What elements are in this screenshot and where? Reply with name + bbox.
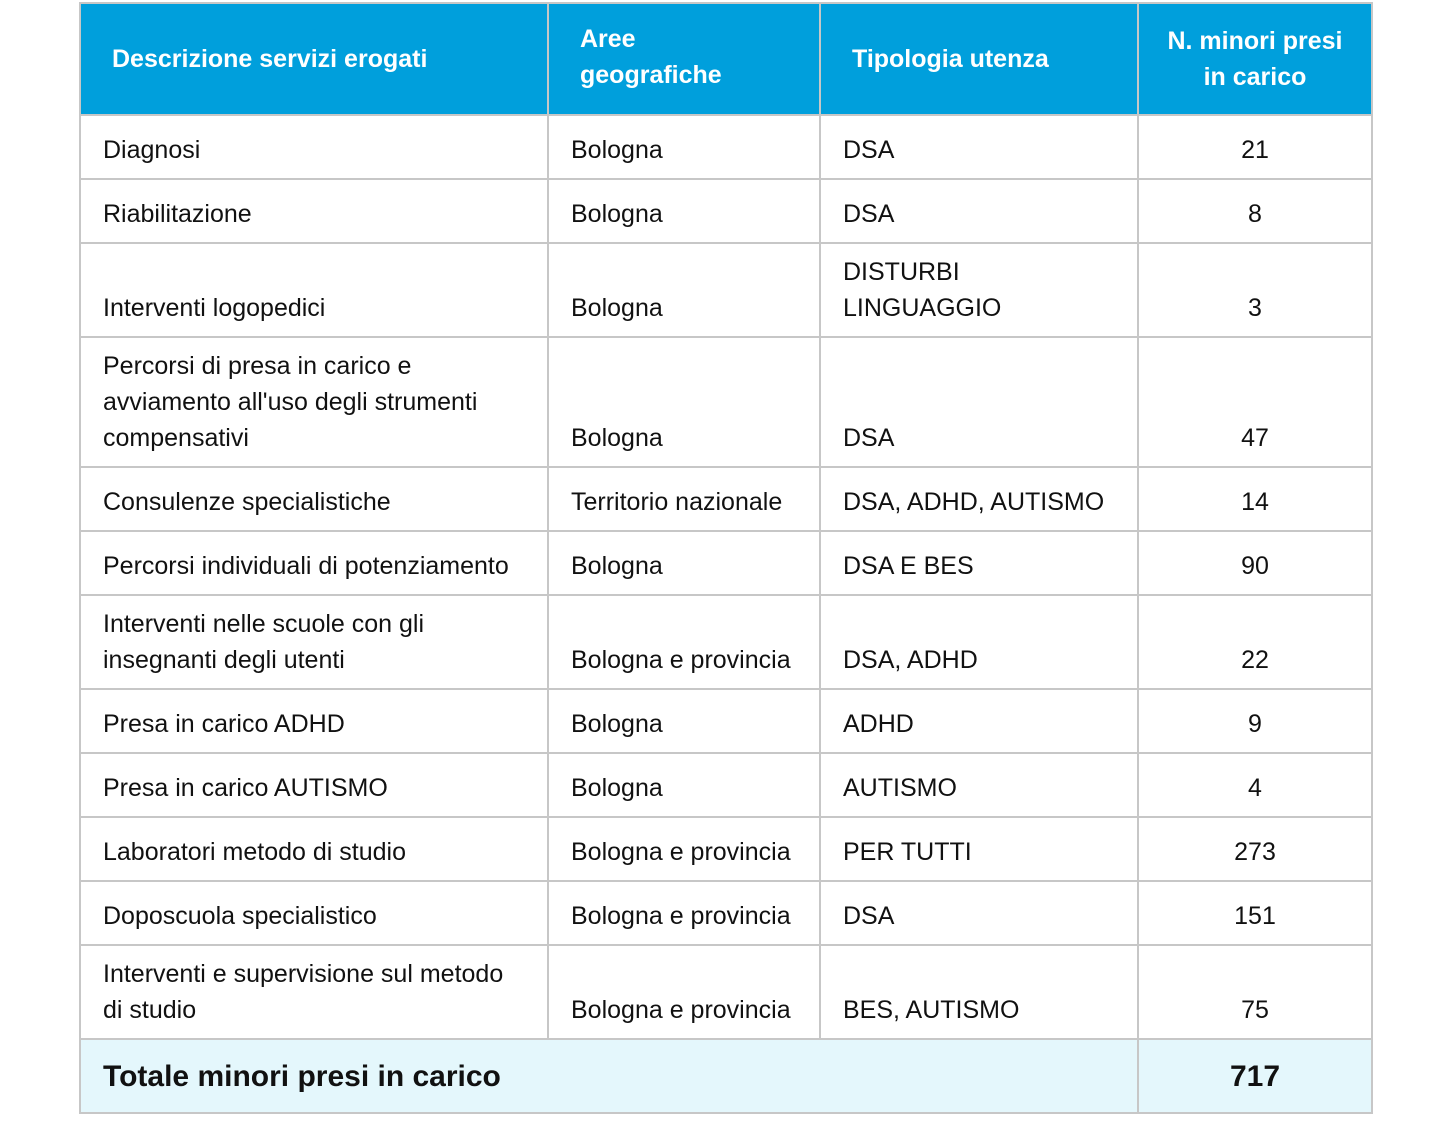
table-row: Interventi e supervisione sul metodo di … — [79, 944, 1373, 1040]
service-cell: Presa in carico ADHD — [79, 688, 549, 754]
table-row: Interventi logopedici Bologna DISTURBI LIN… — [79, 242, 1373, 338]
service-cell: Interventi logopedici — [79, 242, 549, 338]
count-cell: 90 — [1137, 530, 1373, 596]
area-cell: Bologna e provincia — [547, 594, 821, 690]
service-cell: Interventi nelle scuole con gli insegnan… — [79, 594, 549, 690]
count-cell: 47 — [1137, 336, 1373, 468]
service-cell: Doposcuola specialistico — [79, 880, 549, 946]
header-count: N. minori presi in carico — [1137, 2, 1373, 116]
user-type-cell: DSA — [819, 880, 1139, 946]
user-type-cell: DSA — [819, 114, 1139, 180]
table-row: Consulenze specialistiche Territorio nazi… — [79, 466, 1373, 532]
user-type-cell: BES, AUTISMO — [819, 944, 1139, 1040]
count-cell: 4 — [1137, 752, 1373, 818]
user-type-cell: DSA, ADHD — [819, 594, 1139, 690]
table-row: Riabilitazione Bologna DSA 8 — [79, 178, 1373, 244]
count-cell: 151 — [1137, 880, 1373, 946]
header-user-type: Tipologia utenza — [819, 2, 1139, 116]
services-table: Descrizione servizi erogati Aree geograf… — [79, 2, 1373, 1114]
user-type-cell: AUTISMO — [819, 752, 1139, 818]
header-row: Descrizione servizi erogati Aree geograf… — [79, 2, 1373, 116]
header-areas: Aree geografiche — [547, 2, 821, 116]
total-row: Totale minori presi in carico 717 — [79, 1038, 1373, 1114]
area-cell: Bologna — [547, 530, 821, 596]
area-cell: Bologna — [547, 336, 821, 468]
user-type-cell: ADHD — [819, 688, 1139, 754]
area-cell: Bologna — [547, 114, 821, 180]
count-cell: 21 — [1137, 114, 1373, 180]
user-type-cell: PER TUTTI — [819, 816, 1139, 882]
table-row: Presa in carico AUTISMO Bologna AUTISMO 4 — [79, 752, 1373, 818]
area-cell: Bologna — [547, 178, 821, 244]
count-cell: 3 — [1137, 242, 1373, 338]
count-cell: 75 — [1137, 944, 1373, 1040]
area-cell: Bologna — [547, 688, 821, 754]
table-row: Diagnosi Bologna DSA 21 — [79, 114, 1373, 180]
service-cell: Diagnosi — [79, 114, 549, 180]
table-row: Interventi nelle scuole con gli insegnan… — [79, 594, 1373, 690]
table-row: Doposcuola specialistico Bologna e provin… — [79, 880, 1373, 946]
table-row: Presa in carico ADHD Bologna ADHD 9 — [79, 688, 1373, 754]
user-type-cell: DSA E BES — [819, 530, 1139, 596]
area-cell: Bologna — [547, 242, 821, 338]
user-type-cell: DSA — [819, 336, 1139, 468]
table-row: Percorsi individuali di potenziamento Bol… — [79, 530, 1373, 596]
area-cell: Bologna e provincia — [547, 880, 821, 946]
count-cell: 9 — [1137, 688, 1373, 754]
service-cell: Percorsi individuali di potenziamento — [79, 530, 549, 596]
user-type-cell: DSA — [819, 178, 1139, 244]
service-cell: Laboratori metodo di studio — [79, 816, 549, 882]
service-cell: Consulenze specialistiche — [79, 466, 549, 532]
count-cell: 14 — [1137, 466, 1373, 532]
user-type-cell: DISTURBI LINGUAGGIO — [819, 242, 1139, 338]
count-cell: 273 — [1137, 816, 1373, 882]
header-description: Descrizione servizi erogati — [79, 2, 549, 116]
user-type-cell: DSA, ADHD, AUTISMO — [819, 466, 1139, 532]
area-cell: Territorio nazionale — [547, 466, 821, 532]
service-cell: Presa in carico AUTISMO — [79, 752, 549, 818]
area-cell: Bologna e provincia — [547, 944, 821, 1040]
service-cell: Percorsi di presa in carico e avviamento… — [79, 336, 549, 468]
service-cell: Interventi e supervisione sul metodo di … — [79, 944, 549, 1040]
total-value: 717 — [1137, 1038, 1373, 1114]
table-row: Percorsi di presa in carico e avviamento… — [79, 336, 1373, 468]
area-cell: Bologna e provincia — [547, 816, 821, 882]
table-row: Laboratori metodo di studio Bologna e pro… — [79, 816, 1373, 882]
total-label: Totale minori presi in carico — [79, 1038, 1139, 1114]
service-cell: Riabilitazione — [79, 178, 549, 244]
count-cell: 22 — [1137, 594, 1373, 690]
count-cell: 8 — [1137, 178, 1373, 244]
area-cell: Bologna — [547, 752, 821, 818]
